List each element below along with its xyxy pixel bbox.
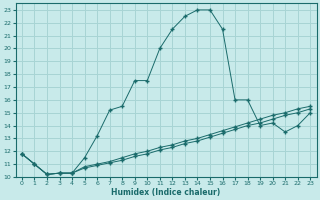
X-axis label: Humidex (Indice chaleur): Humidex (Indice chaleur) xyxy=(111,188,221,197)
